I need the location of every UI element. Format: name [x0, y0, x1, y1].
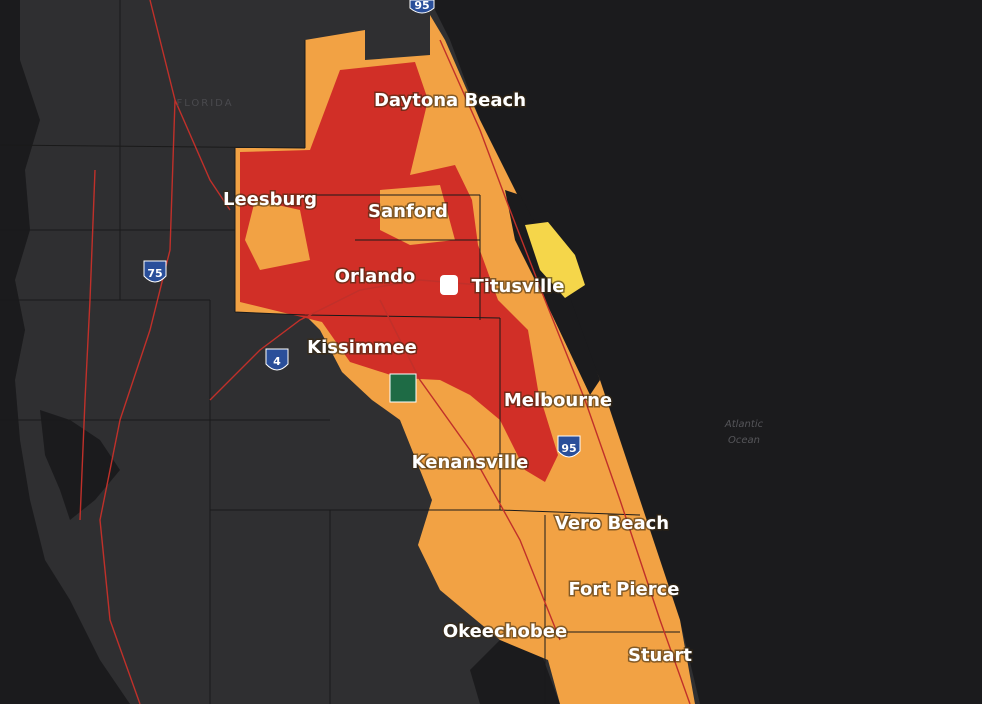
- roads: [79, 0, 691, 704]
- city-label: Fort Pierce: [568, 579, 679, 600]
- water-label: Atlantic: [724, 419, 764, 430]
- interstate-shield: 75: [143, 260, 167, 283]
- interstate-shield: 95: [409, 0, 435, 14]
- bay: [40, 410, 120, 520]
- yellow-region: [525, 222, 585, 298]
- city-label: Titusville: [471, 276, 564, 297]
- red-region: [240, 62, 558, 482]
- city-label: Orlando: [335, 266, 416, 287]
- lake: [470, 640, 560, 704]
- city-label: Sanford: [368, 201, 448, 222]
- city-label: Daytona Beach: [374, 90, 526, 111]
- city-label: Vero Beach: [555, 513, 669, 534]
- city-label: Leesburg: [223, 189, 317, 210]
- shield-label: 95: [414, 0, 429, 12]
- interstate-shield: 4: [265, 348, 289, 371]
- city-label: Stuart: [628, 645, 692, 666]
- orange-patch: [245, 200, 310, 270]
- city-label: Kissimmee: [307, 337, 417, 358]
- city-label: Kenansville: [412, 452, 529, 473]
- water-label: Ocean: [728, 435, 760, 446]
- city-label: Okeechobee: [443, 621, 567, 642]
- interstate-shield: 95: [557, 435, 581, 458]
- shield-label: 75: [147, 267, 162, 280]
- state-label: FLORIDA: [176, 98, 233, 109]
- river: [505, 190, 600, 395]
- county-lines: [0, 0, 680, 704]
- orange-patch: [380, 185, 455, 245]
- city-label: Melbourne: [504, 390, 612, 411]
- toll-sign: [389, 275, 458, 403]
- shield-label: 95: [561, 442, 576, 455]
- shield-label: 4: [273, 355, 281, 368]
